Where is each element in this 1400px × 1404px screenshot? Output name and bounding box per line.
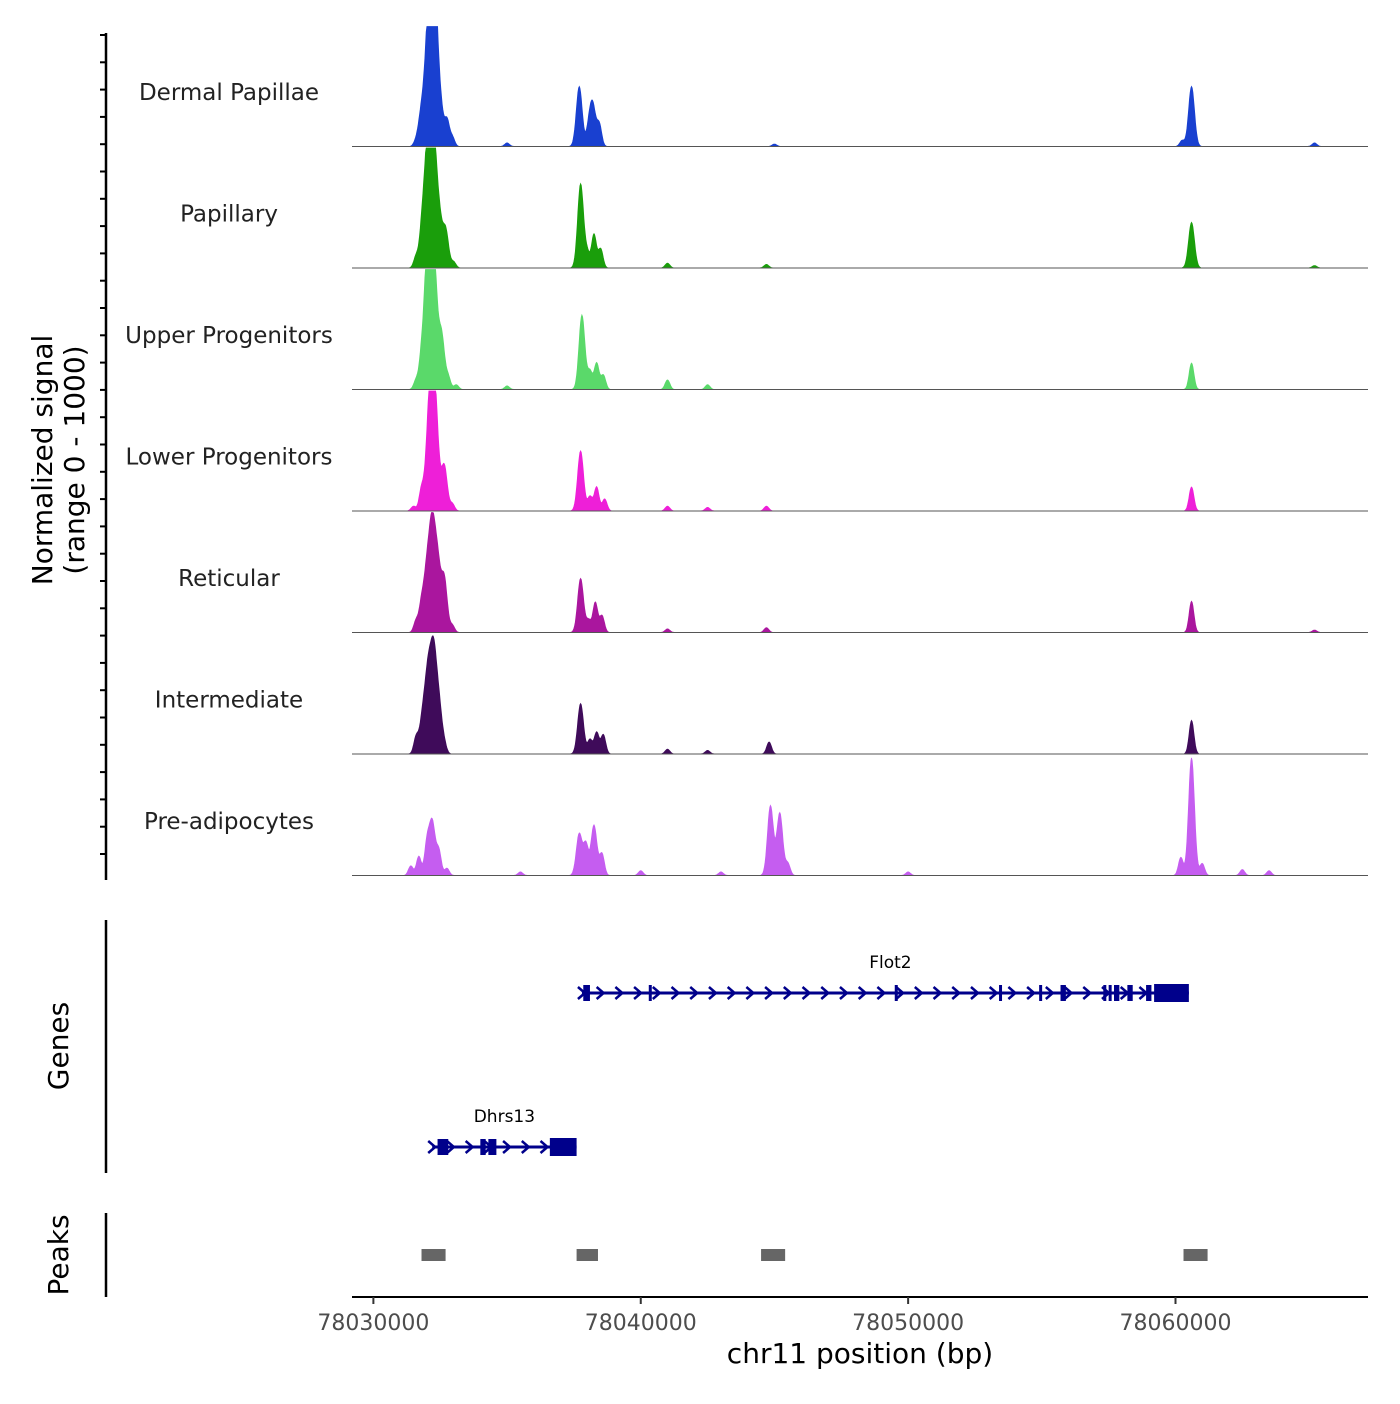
strand-arrow: [520, 1140, 531, 1154]
peak-region: [761, 1249, 786, 1261]
track-lower-progenitors: Lower Progenitors: [126, 390, 1368, 512]
exon: [437, 1139, 449, 1155]
strand-arrow: [876, 986, 887, 1000]
exon: [1103, 985, 1107, 1001]
strand-arrow: [633, 986, 644, 1000]
track-reticular: Reticular: [178, 512, 1368, 633]
x-tick-label: 78060000: [1120, 1311, 1232, 1336]
strand-arrow: [539, 1140, 550, 1154]
x-axis-label: chr11 position (bp): [727, 1337, 993, 1370]
exon: [894, 985, 898, 1001]
track-label: Dermal Papillae: [139, 80, 319, 106]
strand-arrow: [1045, 986, 1055, 1000]
exon: [1108, 985, 1112, 1001]
track-signal: [352, 147, 1368, 269]
coverage-tracks: Dermal Papillae Papillary Upper Progenitor…: [125, 26, 1368, 876]
track-signal: [352, 390, 1368, 512]
strand-arrow: [951, 986, 962, 1000]
strand-arrow: [464, 1140, 475, 1154]
x-tick-label: 78030000: [317, 1311, 429, 1336]
x-tick-label: 78050000: [852, 1311, 964, 1336]
exon: [583, 985, 590, 1001]
strand-arrow: [1026, 986, 1037, 1000]
peak-regions: [421, 1249, 1208, 1261]
exon: [1060, 985, 1066, 1001]
strand-arrow: [670, 986, 681, 1000]
x-tick-label: 78040000: [585, 1311, 697, 1336]
track-dermal-papillae: Dermal Papillae: [139, 26, 1368, 147]
y-axis-label-line1: Normalized signal: [26, 335, 59, 586]
strand-arrow: [801, 986, 812, 1000]
exon: [1146, 985, 1152, 1001]
exon: [488, 1139, 497, 1155]
exon: [1039, 985, 1043, 1001]
exon: [999, 985, 1003, 1001]
track-upper-progenitors: Upper Progenitors: [125, 269, 1368, 390]
strand-arrow: [689, 986, 700, 1000]
track-label: Upper Progenitors: [125, 323, 333, 349]
exon: [1127, 985, 1133, 1001]
gene-flot2: Flot2: [577, 953, 1189, 1002]
track-signal: [352, 635, 1368, 755]
strand-arrow: [857, 986, 868, 1000]
x-axis: 78030000 78040000 78050000 78060000: [317, 1296, 1368, 1336]
strand-arrow: [1007, 986, 1018, 1000]
peak-region: [421, 1249, 446, 1261]
exon: [1154, 984, 1189, 1002]
track-signal: [352, 512, 1368, 633]
strand-arrow: [988, 986, 999, 1000]
strand-arrow: [595, 986, 606, 1000]
track-signal: [352, 26, 1368, 147]
track-papillary: Papillary: [180, 147, 1368, 269]
strand-arrow: [914, 986, 924, 1000]
track-label: Papillary: [180, 202, 278, 228]
track-label: Pre-adipocytes: [144, 809, 314, 835]
strand-arrow: [820, 986, 831, 1000]
strand-arrow: [970, 986, 980, 1000]
exon: [549, 1138, 577, 1156]
strand-arrow: [895, 986, 906, 1000]
track-label: Lower Progenitors: [126, 445, 333, 471]
strand-arrow: [614, 986, 625, 1000]
strand-arrow: [745, 986, 756, 1000]
gene-models: Flot2 Dhrs13: [427, 953, 1189, 1156]
strand-arrow: [782, 986, 793, 1000]
strand-arrow: [502, 1140, 512, 1154]
strand-arrow: [932, 986, 943, 1000]
track-signal: [352, 757, 1368, 876]
strand-arrow: [764, 986, 775, 1000]
track-label: Intermediate: [155, 688, 303, 714]
left-axes: [100, 33, 108, 1297]
strand-arrow: [427, 1140, 438, 1154]
strand-arrow: [726, 986, 737, 1000]
y-axis-label-line2: (range 0 - 1000): [58, 345, 91, 574]
strand-arrow: [839, 986, 849, 1000]
exon: [648, 985, 652, 1001]
strand-arrow: [1063, 986, 1074, 1000]
track-label: Reticular: [178, 566, 280, 592]
track-pre-adipocytes: Pre-adipocytes: [144, 757, 1368, 876]
genes-panel-label: Genes: [42, 1002, 75, 1090]
strand-arrow: [1082, 986, 1093, 1000]
strand-arrow: [446, 1140, 456, 1154]
peak-region: [1183, 1249, 1208, 1261]
gene-label: Flot2: [869, 953, 911, 973]
exon: [480, 1139, 486, 1155]
gene-label: Dhrs13: [474, 1107, 535, 1127]
peak-region: [576, 1249, 598, 1261]
strand-arrow: [708, 986, 718, 1000]
track-signal: [352, 269, 1368, 390]
gene-dhrs13: Dhrs13: [427, 1107, 577, 1156]
peaks-panel-label: Peaks: [42, 1214, 75, 1295]
track-intermediate: Intermediate: [155, 635, 1368, 755]
strand-arrow: [651, 986, 662, 1000]
exon: [1114, 985, 1120, 1001]
